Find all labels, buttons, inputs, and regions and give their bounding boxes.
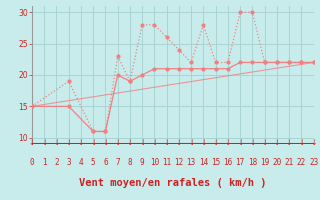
Text: ↓: ↓: [41, 138, 47, 147]
Text: ↓: ↓: [90, 138, 96, 147]
Text: ↓: ↓: [261, 138, 268, 147]
Text: ↓: ↓: [274, 138, 280, 147]
Text: ↓: ↓: [164, 138, 170, 147]
Text: ↓: ↓: [115, 138, 121, 147]
Text: ↓: ↓: [29, 138, 35, 147]
Text: ↓: ↓: [188, 138, 194, 147]
Text: ↓: ↓: [66, 138, 72, 147]
X-axis label: Vent moyen/en rafales ( km/h ): Vent moyen/en rafales ( km/h ): [79, 178, 267, 188]
Text: ↓: ↓: [176, 138, 182, 147]
Text: ↓: ↓: [225, 138, 231, 147]
Text: ↓: ↓: [310, 138, 317, 147]
Text: ↓: ↓: [139, 138, 145, 147]
Text: ↓: ↓: [237, 138, 243, 147]
Text: ↓: ↓: [298, 138, 305, 147]
Text: ↓: ↓: [249, 138, 256, 147]
Text: ↓: ↓: [127, 138, 133, 147]
Text: ↓: ↓: [78, 138, 84, 147]
Text: ↓: ↓: [200, 138, 207, 147]
Text: ↓: ↓: [53, 138, 60, 147]
Text: ↓: ↓: [212, 138, 219, 147]
Text: ↓: ↓: [151, 138, 158, 147]
Text: ↓: ↓: [286, 138, 292, 147]
Text: ↓: ↓: [102, 138, 109, 147]
